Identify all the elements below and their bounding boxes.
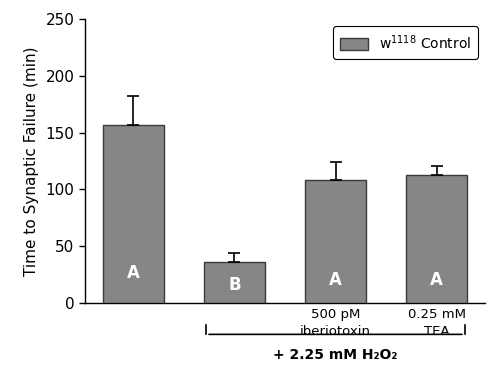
Y-axis label: Time to Synaptic Failure (min): Time to Synaptic Failure (min) <box>24 46 39 276</box>
Text: B: B <box>228 275 241 294</box>
Text: A: A <box>127 264 140 282</box>
Bar <box>204 262 265 303</box>
Bar <box>305 180 366 303</box>
Text: + 2.25 mM H₂O₂: + 2.25 mM H₂O₂ <box>274 348 398 362</box>
Text: A: A <box>430 271 443 289</box>
Bar <box>103 125 164 303</box>
Legend: w$^{1118}$ Control: w$^{1118}$ Control <box>333 26 478 59</box>
Text: A: A <box>329 271 342 289</box>
Bar <box>406 175 467 303</box>
